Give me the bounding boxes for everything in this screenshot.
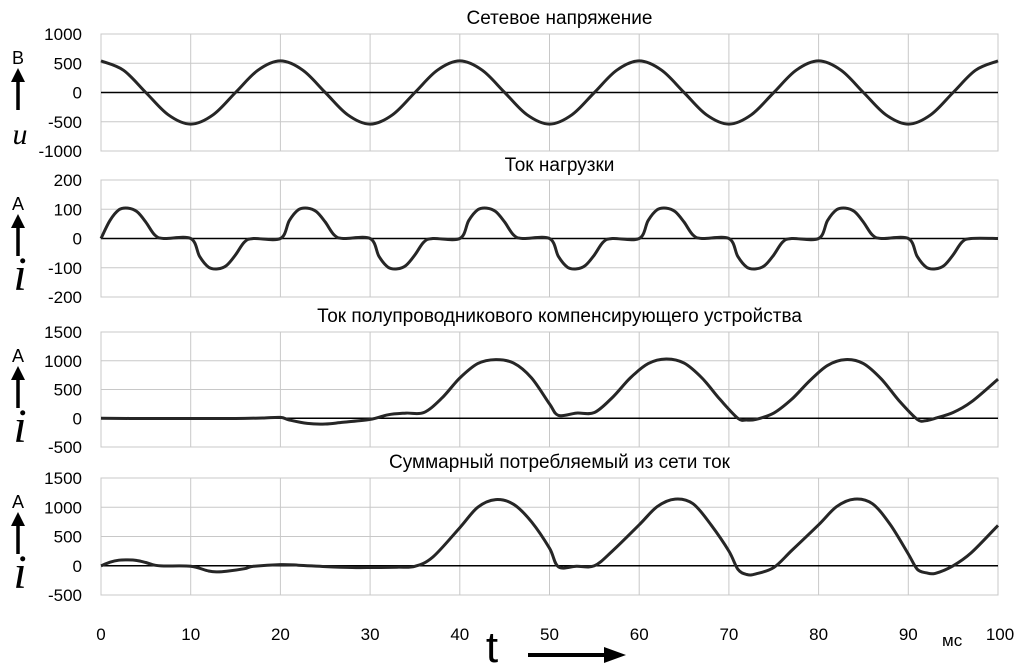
y-tick-label: 1000 [44, 352, 82, 371]
x-unit-label: мс [942, 631, 963, 650]
series-line-1 [99, 206, 999, 271]
y-tick-label: -500 [48, 438, 82, 457]
chart-panel-3: 1500 1000 500 0 -500 Ток полупроводникового к… [11, 306, 999, 457]
y-tick-label: 0 [73, 409, 82, 428]
x-tick-label: 20 [271, 625, 290, 644]
y-unit-label: А [12, 346, 24, 366]
x-tick-label: 0 [96, 625, 105, 644]
panel-title: Ток нагрузки [505, 155, 615, 176]
y-tick-label: 1000 [44, 25, 82, 44]
y-tick-label: 0 [73, 557, 82, 576]
y-unit-label: В [12, 48, 24, 68]
x-tick-label: 10 [181, 625, 200, 644]
y-tick-label: 200 [54, 171, 82, 190]
y-tick-label: 500 [54, 528, 82, 547]
x-tick-label: 100 [986, 625, 1014, 644]
arrow-up-icon [11, 214, 25, 256]
x-tick-label: 50 [540, 625, 559, 644]
y-tick-label: -500 [48, 113, 82, 132]
y-tick-label: -100 [48, 259, 82, 278]
y-symbol-label: i [13, 400, 26, 453]
y-tick-label: -500 [48, 586, 82, 605]
y-unit-label: А [12, 194, 24, 214]
arrow-up-icon [11, 512, 25, 554]
y-tick-label: 100 [54, 200, 82, 219]
plot-frame [100, 477, 999, 596]
x-tick-label: 30 [361, 625, 380, 644]
x-tick-label: 40 [450, 625, 469, 644]
panel-title: Суммарный потребляемый из сети ток [389, 452, 731, 473]
y-tick-label: 500 [54, 381, 82, 400]
plot-frame [100, 331, 999, 448]
y-tick-label: 0 [73, 84, 82, 103]
x-tick-label: 70 [719, 625, 738, 644]
chart-panel-1: 1000 500 0 -500 -1000 Сетевое напряжение Вu [11, 8, 999, 161]
y-tick-label: 1500 [44, 469, 82, 488]
arrow-up-icon [11, 68, 25, 110]
y-tick-label: 500 [54, 54, 82, 73]
y-symbol-label: u [13, 118, 28, 151]
series-line-1 [100, 357, 999, 426]
chart-panel-2: 200 100 0 -100 -200 Ток нагрузки Аi [11, 155, 999, 307]
y-tick-label: -200 [48, 288, 82, 307]
arrow-right-icon [528, 647, 626, 663]
x-tick-label: 80 [809, 625, 828, 644]
y-tick-label: 1500 [44, 323, 82, 342]
arrow-up-icon [11, 366, 25, 408]
y-tick-label: 0 [73, 230, 82, 249]
x-axis-label: t [486, 623, 498, 668]
panel-title: Сетевое напряжение [467, 8, 653, 29]
x-tick-label: 60 [630, 625, 649, 644]
y-unit-label: А [12, 492, 24, 512]
y-symbol-label: i [13, 248, 26, 301]
y-tick-label: 1000 [44, 498, 82, 517]
x-tick-label: 90 [899, 625, 918, 644]
y-tick-label: -1000 [39, 142, 82, 161]
y-symbol-label: i [13, 546, 26, 599]
panel-title: Ток полупроводникового компенсирующего у… [317, 306, 802, 327]
series-line-1 [100, 497, 1000, 577]
series-line-1 [100, 59, 999, 126]
